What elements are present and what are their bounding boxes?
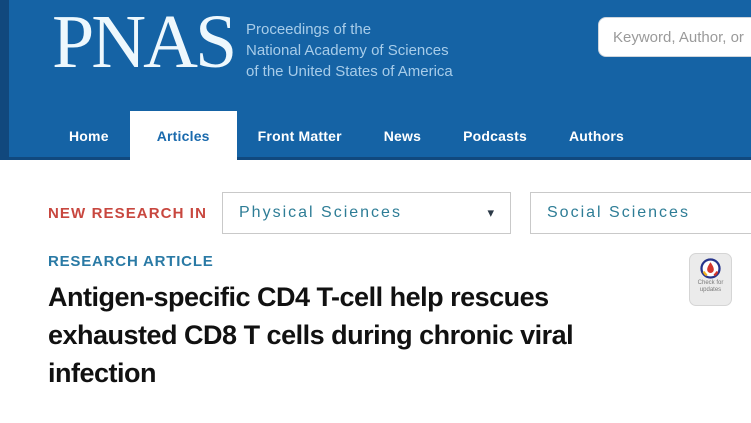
crossmark-icon: [700, 258, 721, 279]
article-title: Antigen-specific CD4 T-cell help rescues…: [48, 282, 574, 388]
tagline-line-3: of the United States of America: [246, 63, 453, 80]
site-header: PNAS Proceedings of the National Academy…: [0, 0, 751, 169]
crossmark-badge[interactable]: Check for updates: [689, 253, 732, 306]
physical-sciences-dropdown[interactable]: Physical Sciences ▾: [222, 192, 511, 234]
tagline-line-1: Proceedings of the: [246, 21, 372, 38]
chevron-down-icon: ▾: [487, 205, 494, 220]
nav-item-podcasts[interactable]: Podcasts: [463, 128, 527, 144]
tagline-line-2: National Academy of Sciences: [246, 42, 449, 59]
site-tagline: Proceedings of the National Academy of S…: [246, 19, 453, 82]
primary-nav: Home Articles Front Matter News Podcasts…: [48, 111, 645, 169]
nav-item-articles[interactable]: Articles: [129, 111, 237, 169]
nav-item-authors[interactable]: Authors: [568, 128, 625, 144]
article-type-label: RESEARCH ARTICLE: [48, 253, 214, 270]
social-sciences-dropdown-value: Social Sciences: [547, 204, 690, 221]
header-left-edge: [0, 0, 9, 160]
crossmark-label: Check for updates: [697, 280, 724, 293]
search-input[interactable]: [598, 17, 751, 57]
new-research-label: NEW RESEARCH IN: [48, 205, 208, 222]
nav-item-home[interactable]: Home: [69, 128, 109, 144]
physical-sciences-dropdown-value: Physical Sciences: [239, 204, 402, 221]
pnas-logo[interactable]: PNAS: [52, 0, 237, 84]
nav-item-news[interactable]: News: [383, 128, 422, 144]
nav-item-front-matter[interactable]: Front Matter: [257, 128, 342, 144]
social-sciences-dropdown[interactable]: Social Sciences: [530, 192, 751, 234]
